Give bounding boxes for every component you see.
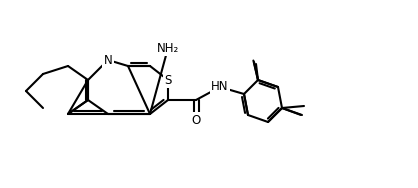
Text: N: N (104, 54, 112, 67)
Text: NH₂: NH₂ (157, 42, 179, 55)
Text: O: O (191, 114, 201, 127)
Text: S: S (164, 74, 172, 86)
Text: HN: HN (211, 80, 229, 93)
